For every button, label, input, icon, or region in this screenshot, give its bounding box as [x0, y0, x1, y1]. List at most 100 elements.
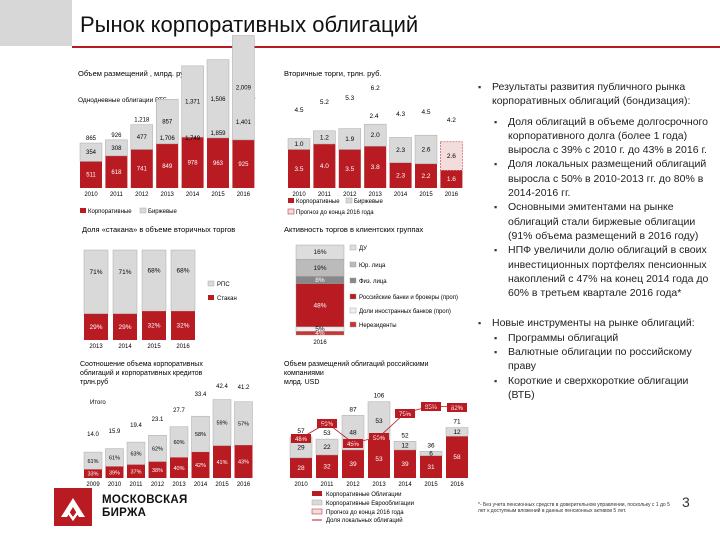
secondary-bar-exch-2012: [338, 128, 362, 150]
issuance-bar-corp-2014: [181, 137, 204, 188]
orderbook-bars: 71% 29% 2013 71% 29% 2014 68% 32% 2015 68% 32% 2016…: [83, 249, 237, 350]
ratio-total-label: Итого: [90, 400, 106, 406]
header-strip: [0, 0, 72, 46]
placements-bar-euro-2015: [419, 451, 443, 456]
bullet-1-4: НПФ увеличили долю облигаций в своих инв…: [478, 243, 714, 300]
placements-bar-corp-2016: [446, 436, 468, 478]
placements-legend-swatch-2: [311, 508, 323, 515]
activity-legend-label-1: Юр. лица: [359, 263, 386, 269]
placements-share-label-1: 59%: [321, 422, 334, 428]
placements-legend-label-2: Прогноз до конца 2016 года: [326, 510, 404, 516]
secondary-bar-exch-2014: [389, 137, 412, 163]
issuance-xtick-2013: 2013: [161, 192, 175, 198]
secondary-title: Вторичные торги, трлн. руб.: [284, 69, 381, 78]
placements-bar-corp-2012: [342, 449, 364, 478]
issuance-bar-corp-2012: [130, 149, 153, 188]
placements-label-euro-2016: 12: [453, 429, 461, 436]
activity-legend-label-0: ДУ: [359, 246, 367, 252]
ratio-xtick-2010: 2010: [108, 482, 122, 488]
secondary-legend-forecast-label: Прогноз до конца 2016 года: [296, 210, 374, 216]
ratio-label-bonds-2015: 41%: [216, 460, 227, 466]
secondary-bar-exch-2011: [313, 130, 336, 145]
activity-segment-3: [295, 283, 345, 328]
placements-legend-swatch-0: [312, 491, 322, 496]
orderbook-bar-rps-2014: [112, 249, 138, 315]
placements-label-euro-2011: 22: [323, 444, 331, 451]
placements-bar-corp-2013: [368, 439, 390, 478]
orderbook-bar-stakan-2013: [84, 313, 108, 340]
ratio-total-2009: 14.0: [87, 432, 99, 438]
activity-segment-label-2: 8%: [315, 277, 325, 284]
placements-legend-label-3: Доля локальных облигаций: [326, 517, 403, 524]
placements-label-euro-2015: 6: [429, 451, 433, 458]
placements-chart: Объем размещений облигаций российскими к…: [284, 360, 469, 524]
secondary-bar-exch-2013: [363, 123, 387, 147]
activity-legend-label-3: Российские банки и брокеры (проп): [359, 294, 458, 301]
ratio-label-bonds-2010: 39%: [109, 470, 120, 476]
logo-line-1: МОСКОВСКАЯ: [102, 494, 188, 506]
bullet-2-1: Программы облигаций: [478, 331, 714, 346]
moex-logo: МОСКОВСКАЯ БИРЖА: [54, 488, 194, 528]
ratio-bar-bonds-2014: [191, 452, 210, 478]
secondary-label-corp-2012: 3.5: [345, 166, 354, 173]
moex-logo-icon: [54, 488, 92, 526]
issuance-annotation: Однодневные облигации ВТБ: [78, 96, 167, 104]
issuance-label-exch-2014: 1,371: [185, 99, 201, 105]
secondary-xtick-2014: 2014: [394, 192, 408, 198]
issuance-xtick-2012: 2012: [135, 192, 149, 198]
activity-legend-swatch-4: [349, 307, 357, 314]
issuance-upper-label-1: 1,749: [185, 136, 201, 142]
placements-xtick-2013: 2013: [372, 482, 386, 488]
ratio-title-1: Соотношение объема корпоративных: [80, 360, 203, 368]
placements-share-box-6: [447, 403, 467, 412]
placements-share-label-3: 50%: [373, 436, 386, 442]
secondary-label-corp-2014: 2.3: [396, 172, 405, 179]
orderbook-title: Доля «стакана» в объеме вторичных торгов: [82, 225, 235, 234]
bullet-panel: Результаты развития публичного рынка кор…: [478, 80, 714, 402]
issuance-bar-corp-2015: [207, 137, 229, 188]
ratio-label-loans-2016: 57%: [238, 422, 249, 428]
activity-segment-5: [295, 331, 345, 336]
secondary-xtick-2013: 2013: [369, 192, 383, 198]
orderbook-xtick-2015: 2015: [147, 344, 161, 350]
secondary-bar-exch-2010: [287, 138, 311, 150]
placements-label-euro-2010: 29: [297, 444, 305, 451]
orderbook-bar-stakan-2016: [171, 311, 195, 340]
placements-share-label-2: 45%: [347, 442, 360, 448]
placements-legend-label-0: Корпоративные Облигации: [326, 492, 401, 498]
activity-legend-label-2: Физ. лица: [359, 279, 387, 285]
ratio-xtick-2009: 2009: [86, 482, 100, 488]
secondary-bar-exch-2015: [414, 134, 438, 165]
issuance-label-corp-2016: 925: [238, 162, 249, 168]
orderbook-bar-rps-2016: [170, 249, 196, 312]
orderbook-xtick-2014: 2014: [118, 344, 132, 350]
activity-segment-label-3: 48%: [313, 302, 326, 309]
issuance-xtick-2016: 2016: [237, 192, 251, 198]
orderbook-bar-stakan-2014: [113, 313, 137, 340]
secondary-total-2015: 4.5: [421, 109, 430, 116]
orderbook-legend-rps-swatch: [207, 280, 215, 287]
issuance-label-corp-2015: 963: [213, 161, 224, 167]
issuance-label-corp-2013: 849: [162, 164, 173, 170]
activity-title: Активность торгов в клиентских группах: [284, 225, 424, 234]
ratio-label-bonds-2011: 37%: [130, 469, 141, 475]
placements-title-1: Объем размещений облигаций российскими: [284, 360, 429, 368]
placements-bar-euro-2016: [445, 427, 469, 437]
ratio-label-loans-2014: 58%: [195, 432, 206, 438]
ratio-xtick-2015: 2015: [215, 482, 229, 488]
issuance-label-corp-2010: 511: [86, 173, 96, 179]
ratio-label-bonds-2013: 40%: [173, 466, 184, 472]
placements-label-corp-2016: 58: [453, 454, 461, 461]
placements-share-label-5: 85%: [425, 405, 438, 411]
issuance-legend-exch-swatch: [139, 207, 147, 214]
ratio-bar-bonds-2010: [105, 466, 124, 478]
issuance-legend: Корпоративные Биржевые: [80, 207, 177, 215]
ratio-bar-bonds-2009: [84, 469, 102, 478]
ratio-xtick-2011: 2011: [130, 482, 144, 488]
activity-legend-swatch-3: [349, 293, 357, 300]
orderbook-legend-stakan-swatch: [208, 295, 214, 300]
activity-segment-label-4: 5%: [315, 326, 325, 333]
issuance-bar-corp-2016: [232, 139, 255, 188]
issuance-upper-label-0: 1,706: [160, 136, 176, 142]
issuance-label-exch-2015: 1,506: [210, 97, 226, 103]
